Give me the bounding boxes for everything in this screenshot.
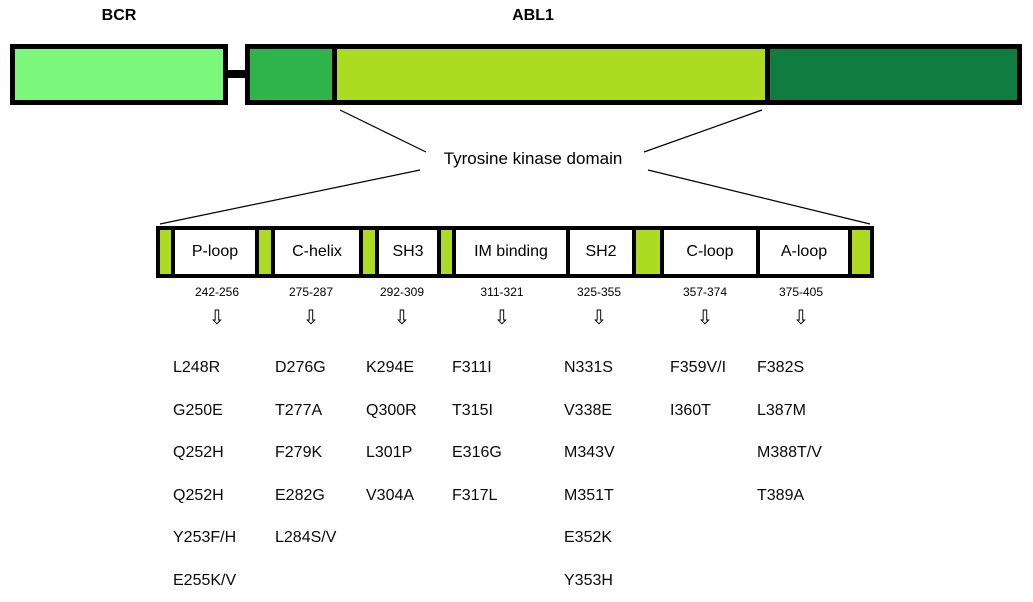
mutation-label: Y353H: [564, 571, 613, 589]
down-arrow-icon: ⇩: [696, 307, 714, 329]
mutation-label: T389A: [757, 486, 805, 504]
linker-segment: [363, 230, 375, 274]
mutation-label: Q300R: [366, 401, 417, 419]
linker-segment: [160, 230, 171, 274]
mutation-column-sh3: 292-309 ⇩ K294E Q300R L301P V304A: [366, 285, 438, 517]
domain-box-a-loop: A-loop: [760, 230, 848, 274]
mutation-label: F311I: [452, 359, 492, 376]
mutation-label: M388T/V: [757, 444, 822, 461]
mutation-label: I360T: [670, 401, 711, 419]
residue-range: 275-287: [288, 285, 334, 299]
mutation-label: Q252H: [173, 486, 224, 504]
domain-box-c-helix: C-helix: [275, 230, 359, 274]
mutation-label: K294E: [366, 359, 415, 376]
mutation-label: T315I: [452, 401, 493, 419]
mutation-list: F359V/I I360T: [670, 347, 740, 432]
domain-box-p-loop: P-loop: [175, 230, 255, 274]
mutation-label: F317L: [452, 486, 498, 504]
bcr-protein-bar: [10, 44, 228, 105]
kinase-domain-bar: P-loop C-helix SH3 IM binding SH2 C-loop A-loo…: [156, 226, 874, 278]
residue-range: 242-256: [194, 285, 240, 299]
mutation-label: G250E: [173, 401, 223, 419]
mutation-column-im-binding: 311-321 ⇩ F311I T315I E316G F317L: [452, 285, 552, 517]
linker-segment: [852, 230, 870, 274]
down-arrow-icon: ⇩: [493, 307, 511, 329]
mutation-list: K294E Q300R L301P V304A: [366, 347, 438, 517]
down-arrow-icon: ⇩: [792, 307, 810, 329]
mutation-label: E255K/V: [173, 571, 237, 589]
domain-box-sh2: SH2: [570, 230, 632, 274]
residue-range: 357-374: [682, 285, 728, 299]
domain-box-im-binding: IM binding: [456, 230, 566, 274]
mutation-label: M351T: [564, 486, 614, 504]
domain-box-c-loop: C-loop: [664, 230, 756, 274]
kinase-domain-label: Tyrosine kinase domain: [443, 149, 623, 168]
down-arrow-icon: ⇩: [302, 307, 320, 329]
mutation-label: L301P: [366, 444, 413, 461]
mutation-column-a-loop: 375-405 ⇩ F382S L387M M388T/V T389A: [757, 285, 845, 517]
mutation-label: T277A: [275, 401, 323, 419]
mutation-label: V338E: [564, 401, 613, 419]
mutation-list: D276G T277A F279K E282G L284S/V: [275, 347, 347, 560]
linker-segment: [441, 230, 452, 274]
abl1-segment-right: [770, 49, 1017, 100]
mutation-label: M343V: [564, 444, 615, 461]
mutation-column-p-loop: 242-256 ⇩ L248R G250E Q252H Q252H Y253F/H E255K…: [173, 285, 261, 602]
fusion-connector: [224, 70, 249, 78]
linker-segment: [259, 230, 271, 274]
residue-range: 375-405: [778, 285, 824, 299]
pointer-line-left-down: [339, 109, 427, 153]
mutation-label: L284S/V: [275, 529, 337, 546]
mutation-label: F382S: [757, 359, 805, 376]
abl1-segment-kinase: [337, 49, 765, 100]
mutation-label: D276G: [275, 359, 326, 376]
mutation-label: Q252H: [173, 444, 224, 461]
mutation-list: N331S V338E M343V M351T E352K Y353H: [564, 347, 634, 602]
expand-line-left: [159, 169, 421, 225]
mutation-column-c-loop: 357-374 ⇩ F359V/I I360T: [670, 285, 740, 432]
abl1-gene-label: ABL1: [512, 7, 554, 24]
down-arrow-icon: ⇩: [590, 307, 608, 329]
linker-segment: [636, 230, 660, 274]
mutation-label: L248R: [173, 359, 221, 376]
mutation-label: F279K: [275, 444, 323, 461]
abl1-segment-left: [250, 49, 332, 100]
mutation-column-c-helix: 275-287 ⇩ D276G T277A F279K E282G L284S/V: [275, 285, 347, 560]
mutation-label: E282G: [275, 486, 325, 504]
residue-range: 311-321: [480, 285, 524, 299]
residue-range: 292-309: [379, 285, 425, 299]
abl1-protein-bar: [245, 44, 1022, 105]
mutation-label: E316G: [452, 444, 502, 461]
mutation-label: N331S: [564, 359, 613, 376]
mutation-label: V304A: [366, 486, 415, 504]
domain-box-sh3: SH3: [379, 230, 437, 274]
expand-line-right: [647, 169, 871, 225]
down-arrow-icon: ⇩: [208, 307, 226, 329]
mutation-list: F311I T315I E316G F317L: [452, 347, 552, 517]
mutation-label: L387M: [757, 401, 806, 419]
pointer-line-right-down: [643, 109, 763, 153]
mutation-label: Y253F/H: [173, 529, 237, 546]
residue-range: 325-355: [576, 285, 622, 299]
down-arrow-icon: ⇩: [393, 307, 411, 329]
mutation-label: F359V/I: [670, 359, 727, 376]
mutation-list: L248R G250E Q252H Q252H Y253F/H E255K/V: [173, 347, 261, 602]
bcr-gene-label: BCR: [101, 7, 137, 24]
mutation-list: F382S L387M M388T/V T389A: [757, 347, 845, 517]
mutation-column-sh2: 325-355 ⇩ N331S V338E M343V M351T E352K Y353H: [564, 285, 634, 602]
mutation-label: E352K: [564, 529, 613, 546]
